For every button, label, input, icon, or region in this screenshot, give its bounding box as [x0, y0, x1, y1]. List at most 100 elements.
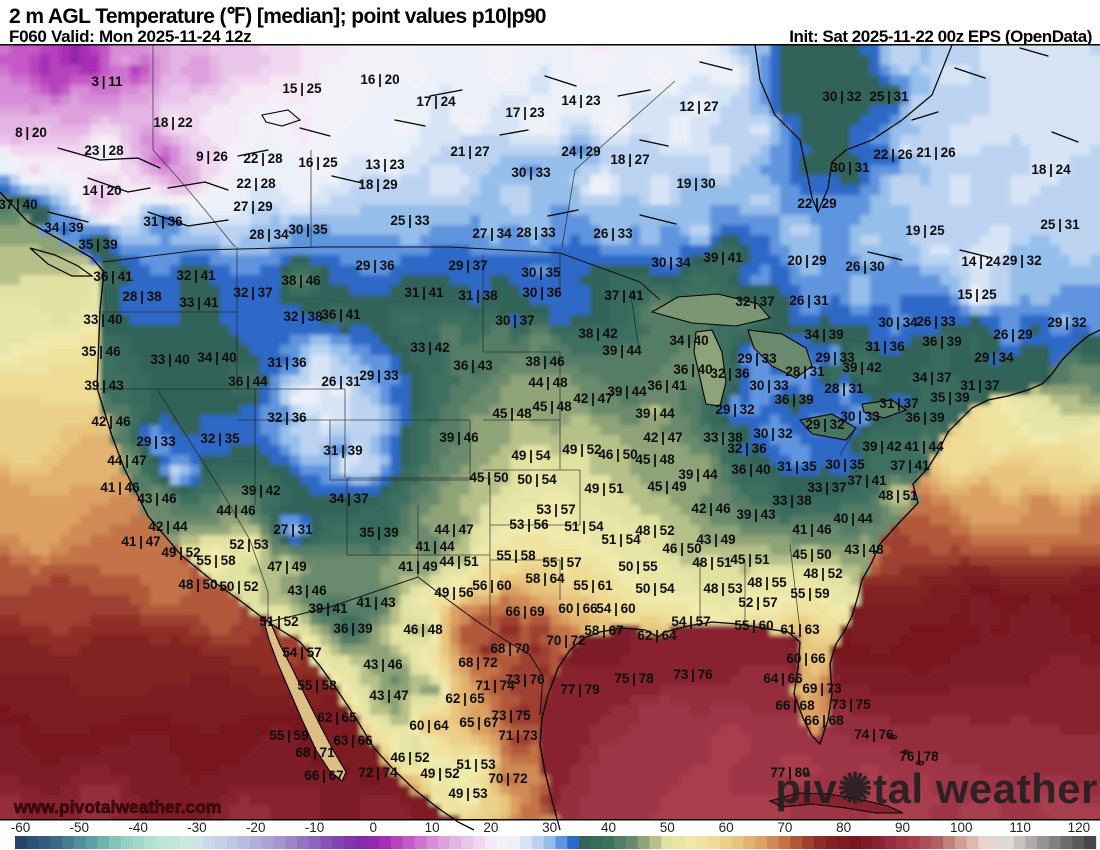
svg-text:37 | 41: 37 | 41 — [847, 473, 887, 488]
svg-text:22 | 26: 22 | 26 — [873, 147, 913, 162]
svg-text:28 | 33: 28 | 33 — [516, 225, 556, 240]
svg-text:39 | 43: 39 | 43 — [84, 378, 124, 393]
svg-text:27 | 34: 27 | 34 — [472, 226, 512, 241]
svg-text:34 | 37: 34 | 37 — [912, 370, 951, 385]
svg-text:51 | 54: 51 | 54 — [601, 532, 641, 547]
svg-text:55 | 59: 55 | 59 — [790, 586, 829, 601]
svg-text:51 | 54: 51 | 54 — [564, 519, 604, 534]
svg-text:73 | 76: 73 | 76 — [505, 672, 545, 687]
svg-text:33 | 41: 33 | 41 — [179, 295, 219, 310]
svg-text:40 | 44: 40 | 44 — [833, 511, 873, 526]
svg-text:-50: -50 — [70, 820, 90, 835]
svg-text:18 | 27: 18 | 27 — [610, 152, 649, 167]
svg-text:45 | 50: 45 | 50 — [792, 547, 831, 562]
svg-text:44 | 51: 44 | 51 — [439, 554, 479, 569]
svg-text:35 | 39: 35 | 39 — [78, 237, 117, 252]
svg-text:54 | 57: 54 | 57 — [282, 645, 321, 660]
svg-text:36 | 39: 36 | 39 — [774, 392, 813, 407]
svg-text:62 | 64: 62 | 64 — [637, 628, 677, 643]
svg-text:22 | 28: 22 | 28 — [243, 151, 283, 166]
svg-text:29 | 36: 29 | 36 — [355, 258, 395, 273]
svg-text:31 | 37: 31 | 37 — [960, 378, 999, 393]
svg-text:58 | 67: 58 | 67 — [584, 623, 623, 638]
svg-text:44 | 47: 44 | 47 — [434, 522, 473, 537]
svg-text:31 | 38: 31 | 38 — [458, 288, 498, 303]
svg-text:39 | 44: 39 | 44 — [678, 467, 718, 482]
svg-text:64 | 66: 64 | 66 — [763, 671, 803, 686]
svg-text:31 | 41: 31 | 41 — [404, 285, 444, 300]
svg-text:70 | 72: 70 | 72 — [488, 771, 527, 786]
svg-text:32 | 36: 32 | 36 — [267, 410, 307, 425]
svg-text:30 | 32: 30 | 32 — [753, 426, 792, 441]
svg-text:49 | 52: 49 | 52 — [161, 545, 200, 560]
svg-text:49 | 56: 49 | 56 — [434, 585, 474, 600]
svg-text:70 | 72: 70 | 72 — [546, 633, 585, 648]
svg-text:42 | 47: 42 | 47 — [643, 430, 682, 445]
svg-text:55 | 60: 55 | 60 — [734, 618, 773, 633]
svg-text:34 | 39: 34 | 39 — [44, 220, 83, 235]
svg-text:9 | 26: 9 | 26 — [196, 149, 228, 164]
svg-text:41 | 46: 41 | 46 — [792, 522, 832, 537]
svg-text:43 | 46: 43 | 46 — [287, 583, 327, 598]
svg-text:37 | 41: 37 | 41 — [890, 458, 930, 473]
svg-text:36 | 41: 36 | 41 — [93, 269, 133, 284]
svg-text:55 | 58: 55 | 58 — [196, 553, 236, 568]
svg-text:30 | 33: 30 | 33 — [749, 378, 789, 393]
svg-text:51 | 52: 51 | 52 — [259, 614, 298, 629]
svg-text:43 | 49: 43 | 49 — [696, 532, 735, 547]
svg-text:39 | 44: 39 | 44 — [635, 406, 675, 421]
svg-text:33 | 40: 33 | 40 — [83, 312, 122, 327]
svg-text:58 | 64: 58 | 64 — [525, 571, 565, 586]
svg-text:25 | 33: 25 | 33 — [390, 213, 430, 228]
svg-text:26 | 29: 26 | 29 — [993, 327, 1032, 342]
svg-text:41 | 43: 41 | 43 — [356, 595, 396, 610]
svg-text:34 | 39: 34 | 39 — [804, 327, 843, 342]
svg-text:20 | 29: 20 | 29 — [787, 253, 826, 268]
svg-text:23 | 28: 23 | 28 — [84, 143, 124, 158]
svg-text:36 | 44: 36 | 44 — [228, 374, 268, 389]
svg-text:46 | 50: 46 | 50 — [598, 447, 637, 462]
svg-text:61 | 63: 61 | 63 — [780, 622, 820, 637]
svg-text:32 | 37: 32 | 37 — [735, 294, 774, 309]
svg-text:43 | 46: 43 | 46 — [137, 491, 177, 506]
svg-text:36 | 41: 36 | 41 — [647, 378, 687, 393]
svg-text:32 | 38: 32 | 38 — [283, 309, 323, 324]
svg-text:12 | 27: 12 | 27 — [679, 99, 718, 114]
svg-text:68 | 70: 68 | 70 — [490, 641, 529, 656]
svg-text:50 | 55: 50 | 55 — [618, 559, 658, 574]
svg-text:49 | 54: 49 | 54 — [511, 448, 551, 463]
svg-text:31 | 36: 31 | 36 — [143, 214, 183, 229]
svg-text:34 | 40: 34 | 40 — [197, 350, 236, 365]
svg-text:43 | 47: 43 | 47 — [369, 688, 408, 703]
svg-text:60 | 64: 60 | 64 — [409, 718, 449, 733]
svg-text:90: 90 — [895, 820, 910, 835]
svg-text:14 | 20: 14 | 20 — [82, 183, 121, 198]
svg-text:66 | 68: 66 | 68 — [775, 698, 815, 713]
svg-text:14 | 24: 14 | 24 — [961, 254, 1001, 269]
svg-text:49 | 52: 49 | 52 — [562, 442, 601, 457]
svg-text:42 | 46: 42 | 46 — [91, 414, 131, 429]
svg-text:49 | 52: 49 | 52 — [420, 766, 459, 781]
svg-text:56 | 60: 56 | 60 — [472, 578, 511, 593]
svg-text:29 | 33: 29 | 33 — [815, 350, 855, 365]
svg-text:41 | 47: 41 | 47 — [121, 534, 160, 549]
svg-text:120: 120 — [1068, 820, 1091, 835]
svg-text:30 | 32: 30 | 32 — [822, 89, 861, 104]
svg-text:30 | 35: 30 | 35 — [288, 222, 328, 237]
svg-text:15 | 25: 15 | 25 — [957, 287, 997, 302]
svg-text:41 | 44: 41 | 44 — [415, 539, 455, 554]
svg-text:29 | 37: 29 | 37 — [448, 258, 487, 273]
svg-text:52 | 57: 52 | 57 — [738, 595, 777, 610]
svg-text:46 | 48: 46 | 48 — [403, 622, 443, 637]
svg-text:32 | 36: 32 | 36 — [727, 441, 767, 456]
svg-text:39 | 41: 39 | 41 — [703, 250, 743, 265]
svg-text:43 | 48: 43 | 48 — [844, 542, 884, 557]
svg-text:34 | 40: 34 | 40 — [669, 333, 708, 348]
svg-text:26 | 33: 26 | 33 — [916, 314, 956, 329]
svg-text:-60: -60 — [11, 820, 31, 835]
svg-text:-10: -10 — [305, 820, 325, 835]
svg-text:39 | 43: 39 | 43 — [736, 507, 776, 522]
svg-text:10: 10 — [425, 820, 440, 835]
svg-text:50: 50 — [660, 820, 675, 835]
svg-text:26 | 30: 26 | 30 — [845, 259, 884, 274]
